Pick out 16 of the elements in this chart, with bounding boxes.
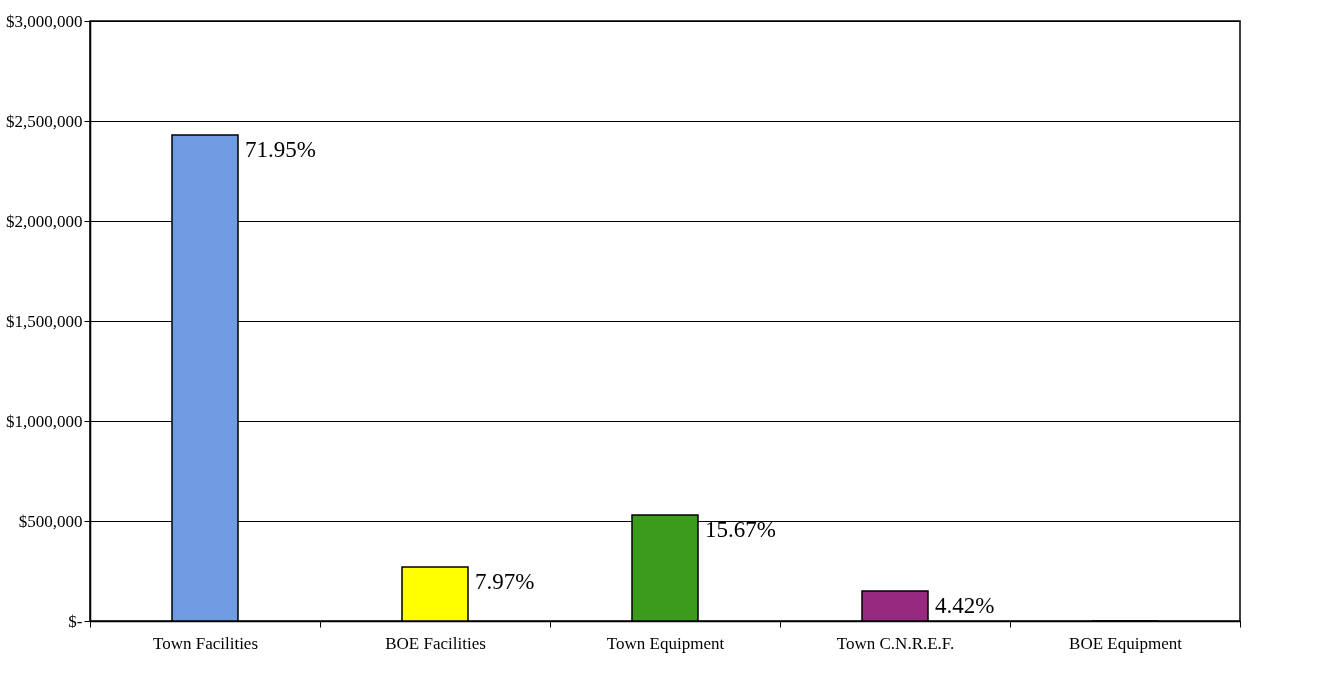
y-tick-label: $1,000,000: [6, 411, 83, 431]
x-tick-label: BOE Equipment: [1069, 633, 1183, 653]
y-tick-label: $-: [68, 611, 83, 631]
y-tick-label: $3,000,000: [6, 11, 83, 31]
x-tick-label: Town Equipment: [606, 633, 725, 653]
annotation: 7.97%: [475, 569, 535, 594]
x-tick-label: Town Facilities: [152, 633, 259, 653]
y-tick-label: $1,500,000: [6, 311, 83, 331]
annotation: 71.95%: [245, 137, 316, 162]
y-tick-label: $2,000,000: [6, 211, 83, 231]
annotation: 15.67%: [705, 517, 776, 542]
annotation: 4.42%: [935, 593, 995, 618]
x-tick-label: BOE Facilities: [385, 633, 486, 653]
y-tick-label: $500,000: [18, 511, 83, 531]
x-tick-label: Town C.N.R.E.F.: [836, 633, 955, 653]
y-tick-label: $2,500,000: [6, 111, 83, 131]
